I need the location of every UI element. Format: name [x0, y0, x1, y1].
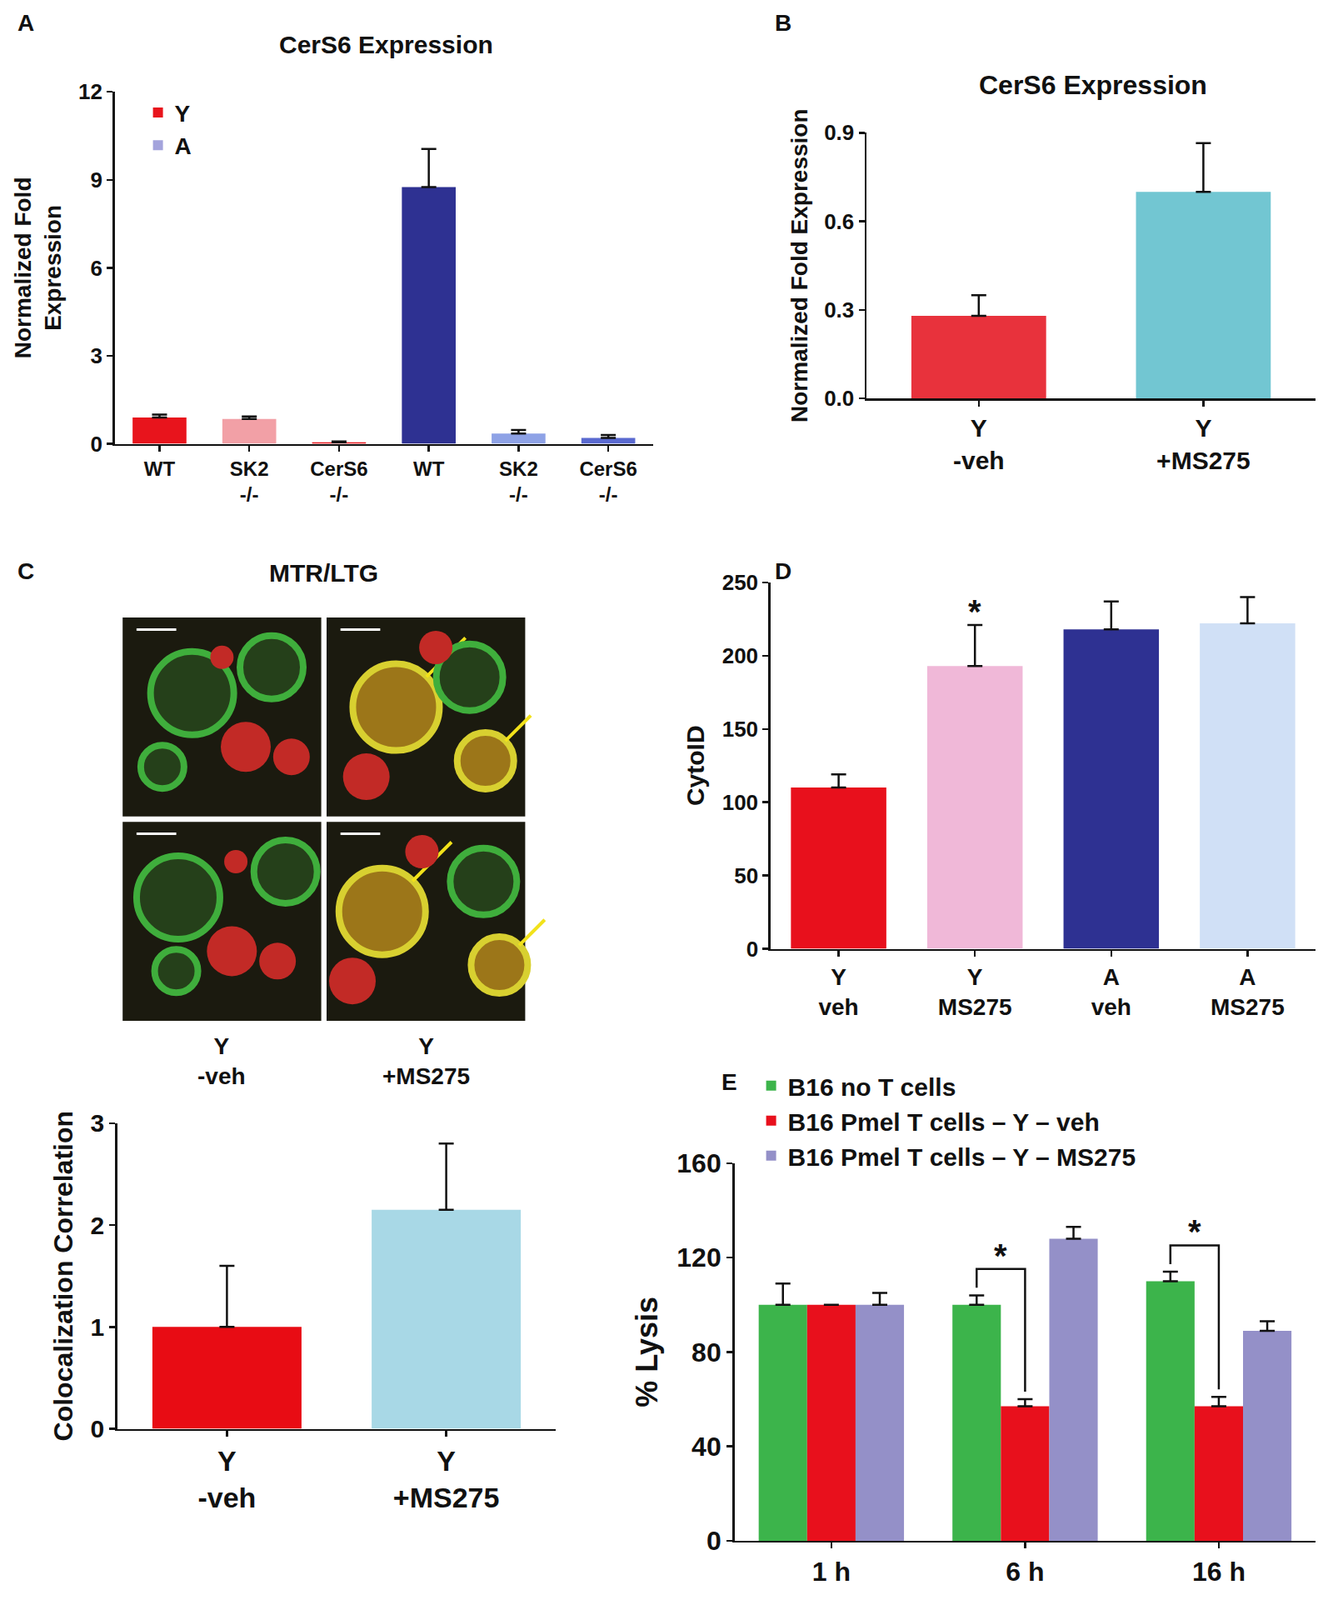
svg-text:3: 3	[89, 343, 102, 369]
svg-text:C: C	[17, 558, 35, 585]
svg-text:0.9: 0.9	[823, 119, 854, 145]
svg-text:A: A	[174, 133, 192, 160]
svg-text:Y: Y	[174, 100, 191, 127]
svg-text:Y+MS275: Y+MS275	[393, 1444, 500, 1513]
svg-text:CerS6-/-: CerS6-/-	[579, 457, 637, 506]
svg-text:E: E	[721, 1068, 738, 1095]
svg-text:Y+MS275: Y+MS275	[382, 1033, 470, 1089]
svg-text:40: 40	[691, 1431, 722, 1462]
svg-text:0: 0	[89, 431, 102, 457]
svg-text:250: 250	[722, 569, 759, 595]
svg-text:Y-veh: Y-veh	[197, 1444, 256, 1513]
svg-text:Y+MS275: Y+MS275	[1156, 414, 1251, 475]
svg-text:SK2-/-: SK2-/-	[229, 457, 270, 506]
svg-text:Yveh: Yveh	[818, 963, 859, 1020]
svg-text:MTR/LTG: MTR/LTG	[269, 559, 379, 587]
svg-text:% Lysis: % Lysis	[629, 1296, 665, 1408]
svg-text:2: 2	[90, 1211, 105, 1239]
svg-text:WT: WT	[413, 457, 445, 480]
svg-text:Normalized FoldExpression: Normalized FoldExpression	[9, 177, 66, 360]
svg-text:B16 Pmel T cells – Y – MS275: B16 Pmel T cells – Y – MS275	[788, 1143, 1136, 1171]
svg-text:CytoID: CytoID	[681, 724, 709, 806]
svg-text:WT: WT	[144, 457, 176, 480]
svg-text:0: 0	[746, 936, 759, 962]
svg-text:0: 0	[706, 1525, 722, 1556]
svg-text:A: A	[17, 9, 35, 36]
svg-text:100: 100	[722, 789, 759, 815]
svg-text:0.3: 0.3	[823, 297, 854, 323]
svg-text:200: 200	[722, 643, 759, 669]
svg-text:16 h: 16 h	[1192, 1556, 1246, 1587]
svg-text:6: 6	[89, 255, 102, 281]
svg-text:160: 160	[676, 1148, 721, 1179]
svg-text:CerS6-/-: CerS6-/-	[309, 457, 368, 506]
svg-text:B16 no T cells: B16 no T cells	[788, 1073, 957, 1101]
svg-text:9: 9	[89, 167, 102, 193]
svg-text:SK2-/-: SK2-/-	[499, 457, 539, 506]
svg-text:6 h: 6 h	[1005, 1556, 1044, 1587]
svg-text:0.0: 0.0	[823, 385, 854, 411]
svg-text:*: *	[993, 1237, 1008, 1274]
svg-text:*: *	[1188, 1213, 1202, 1250]
svg-text:AMS275: AMS275	[1210, 963, 1285, 1020]
svg-text:Colocalization Correlation: Colocalization Correlation	[48, 1110, 79, 1441]
svg-text:*: *	[968, 593, 982, 630]
svg-text:Normalized Fold Expression: Normalized Fold Expression	[786, 108, 813, 423]
svg-text:50: 50	[733, 863, 759, 889]
svg-text:CerS6 Expression: CerS6 Expression	[978, 69, 1208, 100]
svg-text:0.6: 0.6	[823, 209, 854, 235]
svg-text:1: 1	[90, 1313, 105, 1341]
svg-text:80: 80	[691, 1337, 722, 1368]
svg-text:0: 0	[90, 1414, 105, 1443]
svg-text:B16 Pmel T cells – Y – veh: B16 Pmel T cells – Y – veh	[788, 1108, 1100, 1136]
svg-text:Aveh: Aveh	[1091, 963, 1132, 1020]
svg-text:3: 3	[90, 1108, 105, 1137]
svg-text:120: 120	[676, 1242, 721, 1273]
svg-text:1 h: 1 h	[812, 1556, 851, 1587]
svg-text:Y-veh: Y-veh	[197, 1033, 246, 1089]
svg-text:150: 150	[722, 716, 759, 742]
svg-text:CerS6 Expression: CerS6 Expression	[279, 30, 494, 59]
svg-text:D: D	[774, 558, 792, 585]
svg-text:YMS275: YMS275	[938, 963, 1013, 1020]
svg-text:B: B	[774, 9, 792, 36]
svg-text:Y-veh: Y-veh	[953, 414, 1005, 475]
svg-text:12: 12	[78, 79, 103, 105]
